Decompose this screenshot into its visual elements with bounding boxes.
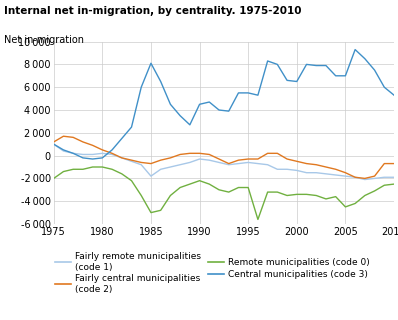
Text: Net in-migration: Net in-migration xyxy=(4,35,84,45)
Text: Internal net in-migration, by centrality. 1975-2010: Internal net in-migration, by centrality… xyxy=(4,6,301,16)
Legend: Fairly remote municipalities
(code 1), Fairly central municipalities
(code 2), R: Fairly remote municipalities (code 1), F… xyxy=(55,252,369,294)
